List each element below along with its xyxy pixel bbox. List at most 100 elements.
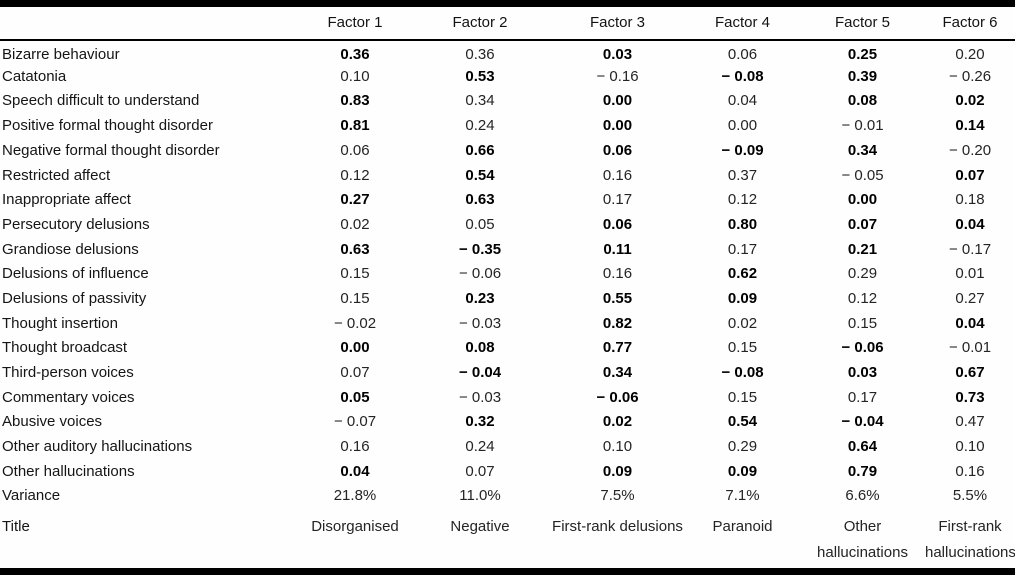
value-cell: 0.63	[340, 240, 370, 258]
value-cell: 0.06	[602, 141, 633, 159]
table-body: Bizarre behaviour 0.36 0.36 0.03 0.06 0.25 0.2…	[0, 40, 1015, 571]
value-cell: 0.24	[465, 438, 495, 456]
value-cell: 0.02	[602, 413, 633, 431]
column-header: Factor 1	[300, 7, 410, 41]
value-cell: 0.04	[727, 92, 758, 110]
row-label: Thought insertion	[2, 314, 118, 332]
value-cell: 0.15	[340, 289, 370, 307]
value-cell: 0.77	[602, 339, 633, 357]
value-cell: 0.37	[727, 166, 758, 184]
value-cell: 0.02	[727, 314, 758, 332]
value-cell: 0.36	[340, 45, 370, 63]
table-row: Delusions of passivity 0.15 0.23 0.55 0.09 0.…	[0, 287, 1015, 312]
value-cell: − 0.17	[948, 240, 992, 258]
value-cell: 0.23	[465, 289, 495, 307]
value-cell: 11.0%	[459, 487, 501, 505]
value-cell: First-rank hallucinations	[925, 518, 1015, 562]
value-cell: 0.10	[602, 438, 633, 456]
value-cell: 0.73	[955, 388, 985, 406]
value-cell: 0.29	[847, 265, 878, 283]
value-cell: 0.67	[955, 364, 985, 382]
table-row: Commentary voices 0.05 − 0.03 − 0.06 0.15 0.1…	[0, 386, 1015, 411]
header-row: Factor 1 Factor 2 Factor 3 Factor 4 Factor 5…	[0, 7, 1015, 41]
value-cell: 0.80	[727, 215, 758, 233]
top-rule	[0, 0, 1015, 7]
row-label: Other hallucinations	[2, 462, 135, 480]
value-cell: 21.8%	[333, 487, 377, 505]
value-cell: 0.25	[847, 45, 878, 63]
value-cell: 0.00	[847, 191, 878, 209]
value-cell: 0.16	[602, 166, 633, 184]
value-cell: 0.12	[847, 289, 878, 307]
row-label: Delusions of influence	[2, 265, 149, 283]
table-row: Title Disorganised Negative First-rank delu…	[0, 509, 1015, 571]
value-cell: 0.10	[955, 438, 985, 456]
value-cell: 0.18	[955, 191, 985, 209]
value-cell: 0.09	[602, 462, 633, 480]
row-label: Inappropriate affect	[2, 191, 131, 209]
row-label: Speech difficult to understand	[2, 92, 200, 110]
value-cell: 0.09	[727, 289, 758, 307]
value-cell: − 0.01	[948, 339, 992, 357]
value-cell: 0.21	[847, 240, 878, 258]
value-cell: − 0.04	[841, 413, 884, 431]
value-cell: 0.27	[955, 289, 985, 307]
value-cell: 0.20	[955, 45, 985, 63]
value-cell: Other hallucinations	[817, 518, 908, 562]
value-cell: 0.15	[847, 314, 878, 332]
value-cell: − 0.02	[333, 314, 377, 332]
value-cell: − 0.06	[596, 388, 639, 406]
value-cell: 7.5%	[600, 487, 635, 505]
value-cell: 0.12	[340, 166, 370, 184]
row-label: Restricted affect	[2, 166, 111, 184]
row-label: Positive formal thought disorder	[2, 117, 213, 135]
value-cell: − 0.01	[841, 117, 884, 135]
value-cell: 0.12	[727, 191, 758, 209]
row-label: Variance	[2, 487, 61, 505]
value-cell: Disorganised	[311, 518, 399, 536]
value-cell: 0.08	[465, 339, 495, 357]
value-cell: 0.66	[465, 141, 495, 159]
value-cell: 0.01	[955, 265, 985, 283]
value-cell: 0.04	[340, 462, 370, 480]
table-row: Delusions of influence 0.15 − 0.06 0.16 0.62…	[0, 262, 1015, 287]
value-cell: 0.05	[465, 215, 495, 233]
table-row: Speech difficult to understand 0.83 0.34 0.…	[0, 89, 1015, 114]
value-cell: 0.00	[340, 339, 370, 357]
value-cell: 0.54	[727, 413, 758, 431]
value-cell: 6.6%	[845, 487, 880, 505]
factor-loadings-table: Factor 1 Factor 2 Factor 3 Factor 4 Factor 5…	[0, 7, 1015, 571]
row-label: Delusions of passivity	[2, 289, 147, 307]
value-cell: − 0.06	[841, 339, 884, 357]
value-cell: Paranoid	[712, 518, 773, 536]
column-header: Factor 6	[925, 7, 1015, 41]
value-cell: 0.36	[465, 45, 495, 63]
value-cell: 0.07	[465, 462, 495, 480]
row-label: Negative formal thought disorder	[2, 141, 220, 159]
table-row: Third-person voices 0.07 − 0.04 0.34 − 0.08 0…	[0, 361, 1015, 386]
value-cell: 0.05	[340, 388, 370, 406]
value-cell: 0.15	[340, 265, 370, 283]
value-cell: 0.00	[602, 117, 633, 135]
value-cell: − 0.03	[458, 388, 502, 406]
value-cell: 0.54	[465, 166, 495, 184]
value-cell: 0.34	[465, 92, 495, 110]
table-header: Factor 1 Factor 2 Factor 3 Factor 4 Factor 5…	[0, 7, 1015, 41]
value-cell: 0.34	[847, 141, 878, 159]
value-cell: 0.07	[847, 215, 878, 233]
value-cell: − 0.06	[458, 265, 502, 283]
row-label: Persecutory delusions	[2, 215, 150, 233]
value-cell: − 0.09	[721, 141, 764, 159]
value-cell: 0.06	[340, 141, 370, 159]
value-cell: − 0.08	[721, 67, 764, 85]
value-cell: 0.07	[955, 166, 985, 184]
table-row: Variance 21.8% 11.0% 7.5% 7.1% 6.6% 5.5%	[0, 484, 1015, 509]
value-cell: 0.15	[727, 388, 758, 406]
corner-cell	[0, 7, 300, 41]
row-label: Commentary voices	[2, 388, 135, 406]
value-cell: − 0.16	[596, 67, 639, 85]
value-cell: First-rank delusions	[552, 518, 683, 536]
value-cell: 0.00	[602, 92, 633, 110]
value-cell: 0.02	[340, 215, 370, 233]
